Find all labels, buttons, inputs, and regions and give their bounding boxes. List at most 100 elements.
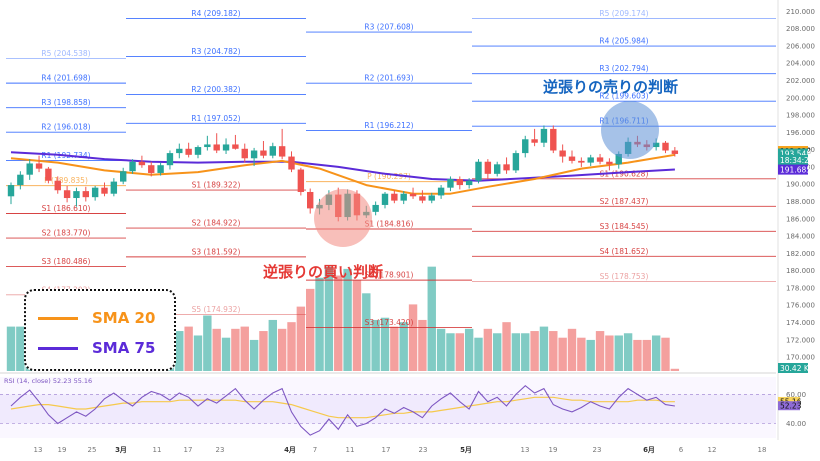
volume-bar [203,316,211,372]
volume-bar [287,322,295,371]
volume-bar [615,335,623,371]
volume-bar [624,333,632,371]
candle[interactable] [298,168,304,196]
volume-bar [661,338,669,371]
volume-bar [671,369,679,371]
volume-bar [390,327,398,371]
volume-bar [353,280,361,371]
candle[interactable] [475,159,481,183]
pivot-label: S3 (173.420) [365,318,414,327]
volume-bar [194,335,202,371]
pivot-label: S3 (180.486) [42,257,91,266]
candle-body [251,151,257,159]
volume-marker-text: 30.42 K [780,364,810,373]
candle-body [457,179,463,185]
candle-body [214,144,220,150]
candle-body [27,163,33,174]
candle-body [111,182,117,194]
candle-body [419,196,425,200]
time-tick-label: 19 [549,446,558,454]
volume-bar [241,327,249,371]
candle-body [242,149,248,159]
candle[interactable] [550,125,556,153]
volume-bar [540,327,548,371]
volume-bar [577,338,585,371]
candle-body [129,162,135,172]
pivot-label: R3 (204.782) [191,47,240,56]
price-marker: 191.685 [778,165,811,175]
volume-bar [400,322,408,371]
volume-bar [222,338,230,371]
candle-body [45,169,51,181]
candle-body [17,175,23,185]
volume-bar [484,329,492,371]
volume-bar [306,289,314,371]
candle[interactable] [513,151,519,173]
candle-body [429,195,435,200]
candle-body [64,190,70,198]
rsi-badge: 52.23 [778,401,802,411]
volume-bar [474,338,482,371]
price-tick-label: 186.000 [786,215,815,223]
time-tick-label: 25 [88,446,97,454]
pivot-label: S4 (181.652) [600,247,649,256]
pivot-label: S5 (178.753) [600,272,649,281]
pivot-label: R4 (205.984) [599,37,648,46]
candle-body [672,151,678,154]
volume-bar [530,331,538,371]
volume-bar [652,335,660,371]
buy-annotation: 逆張りの買い判断 [263,263,383,281]
candle-body [513,153,519,170]
candle-body [372,205,378,212]
pivot-label: S3 (181.592) [192,247,241,256]
time-tick-label: 13 [521,446,530,454]
candle-body [410,194,416,197]
pivot-label: R3 (202.794) [599,64,648,73]
candle-body [204,144,210,147]
candle-body [8,185,14,196]
sell-annotation: 逆張りの売りの判断 [543,78,678,96]
rsi-label: RSI (14, close) 52.23 55.16 [4,377,92,385]
pivot-label: S1 (186.610) [42,204,91,213]
volume-bar [334,276,342,371]
price-tick-label: 172.000 [786,336,815,344]
volume-bar [568,329,576,371]
pivot-label: R4 (201.698) [41,74,90,83]
legend-swatch-sma20 [38,317,78,320]
volume-bar [633,340,641,371]
price-tick-label: 210.000 [786,8,815,16]
candle-body [157,165,163,173]
candle-body [597,157,603,161]
volume-bar [465,329,473,371]
volume-bar [297,307,305,371]
candle-body [541,129,547,143]
volume-bar [278,329,286,371]
candle-body [606,162,612,165]
pivot-label: R2 (196.018) [41,123,90,132]
candle-body [588,157,594,162]
candle-body [391,194,397,201]
volume-bar [250,340,258,371]
pivot-label: S2 (187.437) [600,197,649,206]
volume-bar [315,278,323,371]
candle-body [447,179,453,188]
price-tick-label: 170.000 [786,354,815,362]
candle-body [185,149,191,155]
time-tick-label: 23 [419,446,428,454]
price-marker-text: 18:34:26 [780,156,814,165]
time-tick-label: 11 [346,446,355,454]
pivot-label: S2 (183.770) [42,229,91,238]
pivot-label: S1 (189.322) [192,181,241,190]
volume-bar [502,322,510,371]
candle-body [307,192,313,208]
volume-bar [343,269,351,371]
volume-bar [437,329,445,371]
rsi-badge-text: 52.23 [780,402,802,411]
price-tick-label: 184.000 [786,233,815,241]
time-tick-label: 12 [708,446,717,454]
pivot-label: R1 (197.052) [191,114,240,123]
buy-zone-circle [314,189,372,247]
time-tick-label: 17 [184,446,193,454]
